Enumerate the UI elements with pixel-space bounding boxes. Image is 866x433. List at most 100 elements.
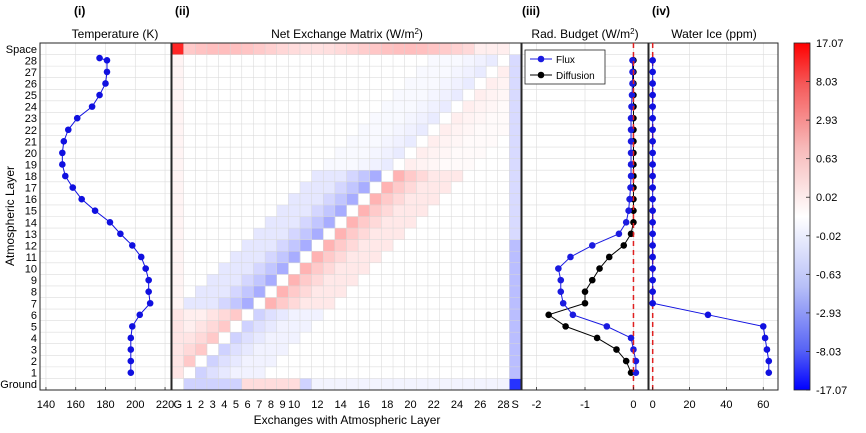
heatmap-cell xyxy=(265,297,277,310)
heatmap-cell xyxy=(369,239,382,252)
heatmap-cell xyxy=(218,320,231,333)
temperature-point xyxy=(145,276,152,284)
heatmap-cell xyxy=(381,43,394,55)
heatmap-cell xyxy=(276,343,289,356)
heatmap-cell xyxy=(323,285,336,298)
heatmap-cell xyxy=(381,135,394,148)
heatmap-cell xyxy=(253,355,266,368)
rad-budget-title-text: Rad. Budget (W/m xyxy=(531,27,630,41)
heatmap-cell xyxy=(288,228,301,240)
heatmap-cell xyxy=(323,158,336,171)
heatmap-cell xyxy=(497,378,510,391)
heatmap-cell xyxy=(172,112,184,125)
heatmap-cell xyxy=(416,66,429,78)
heatmap-cell xyxy=(299,204,312,217)
layer-tick-label: 15 xyxy=(25,206,37,218)
heatmap-cell xyxy=(497,66,510,78)
heatmap-cell xyxy=(486,54,499,67)
heatmap-cell xyxy=(486,378,499,391)
heatmap-cell xyxy=(288,43,301,55)
x-tick-label: 5 xyxy=(233,399,239,411)
heatmap-cell xyxy=(334,274,347,287)
water-ice-point xyxy=(649,57,656,64)
heatmap-cell xyxy=(509,147,522,159)
x-tick-label: 22 xyxy=(428,399,440,411)
heatmap-cell xyxy=(486,100,499,113)
heatmap-cell xyxy=(358,228,371,240)
heatmap-cell xyxy=(358,123,371,136)
heatmap-cell xyxy=(474,147,487,159)
heatmap-cell xyxy=(172,262,184,275)
diffusion-point xyxy=(562,323,569,330)
water-ice-series xyxy=(649,43,773,390)
x-tick-label: 1 xyxy=(186,399,192,411)
heatmap-cell xyxy=(358,135,371,148)
heatmap-cell xyxy=(346,170,359,183)
water-ice-grid xyxy=(649,43,778,390)
heatmap-cell xyxy=(451,147,464,159)
x-tick-label: 0 xyxy=(630,399,636,411)
heatmap-cell xyxy=(183,309,196,321)
diffusion-point xyxy=(581,299,589,307)
colorbar-tick-label: 2.93 xyxy=(816,115,837,127)
heatmap-cell xyxy=(427,378,440,391)
heatmap-cell xyxy=(381,158,394,171)
heatmap-cell xyxy=(369,147,382,159)
heatmap-cell xyxy=(218,366,231,379)
net-exchange-grid xyxy=(172,43,521,390)
heatmap-cell xyxy=(451,43,464,55)
colorbar-tick-label: 0.63 xyxy=(816,154,837,166)
heatmap-cell xyxy=(265,355,277,368)
heatmap-cell xyxy=(253,251,266,264)
heatmap-cell xyxy=(439,181,452,194)
layer-tick-label: 11 xyxy=(26,252,37,264)
y-axis-label: Atmospheric Layer xyxy=(3,166,17,266)
colorbar-tick-label: -8.03 xyxy=(816,346,841,358)
heatmap-cell xyxy=(509,343,522,356)
temperature-point xyxy=(106,218,114,226)
heatmap-cell xyxy=(393,228,405,240)
layer-tick-label: 22 xyxy=(25,125,37,137)
heatmap-cell xyxy=(323,274,336,287)
x-tick-label: 12 xyxy=(311,399,323,411)
heatmap-cell xyxy=(334,285,347,298)
heatmap-cell xyxy=(265,262,277,275)
heatmap-cell xyxy=(288,378,301,391)
temperature-point xyxy=(103,57,111,64)
heatmap-cell xyxy=(299,320,312,333)
heatmap-cell xyxy=(323,251,336,264)
heatmap-cell xyxy=(241,320,254,333)
flux-point xyxy=(626,195,633,203)
heatmap-cell xyxy=(253,343,266,356)
flux-point xyxy=(632,357,640,365)
heatmap-cell xyxy=(346,147,359,159)
heatmap-cell xyxy=(206,274,219,287)
x-tick-label: -1 xyxy=(580,399,590,411)
heatmap-cell xyxy=(462,43,475,55)
heatmap-cell xyxy=(323,204,336,217)
heatmap-cell xyxy=(172,309,184,321)
heatmap-cell xyxy=(404,112,417,125)
flux-point xyxy=(629,68,636,76)
heatmap-cell xyxy=(509,204,522,217)
heatmap-cell xyxy=(265,332,277,345)
temperature-point xyxy=(145,288,152,295)
heatmap-cell xyxy=(172,135,184,148)
heatmap-cell xyxy=(474,135,487,148)
heatmap-cell xyxy=(509,285,522,298)
heatmap-cell xyxy=(299,309,312,321)
heatmap-cell xyxy=(416,204,429,217)
colorbar xyxy=(793,42,811,391)
temperature-point xyxy=(64,126,72,134)
heatmap-cell xyxy=(206,355,219,368)
flux-point xyxy=(555,265,562,272)
heatmap-cell xyxy=(474,100,487,113)
diffusion-point xyxy=(545,311,552,319)
water-ice-point xyxy=(649,195,656,203)
heatmap-cell xyxy=(323,378,336,391)
heatmap-cell xyxy=(462,378,475,391)
x-tick-label: -2 xyxy=(532,399,542,411)
heatmap-cell xyxy=(265,239,277,252)
water-ice-point xyxy=(704,311,712,319)
